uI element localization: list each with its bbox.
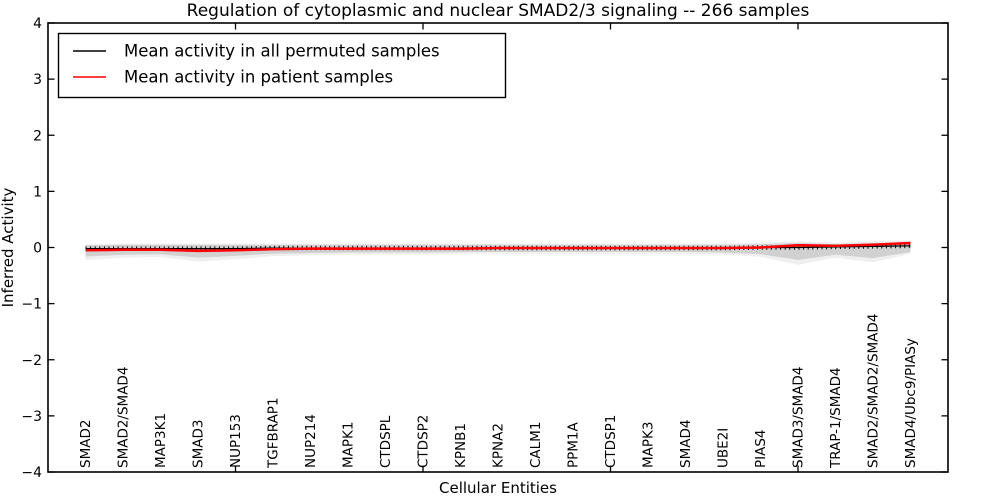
y-tick-label: 2 (33, 128, 42, 144)
x-category-label: TGFBRAP1 (266, 397, 282, 469)
tick-layer (48, 22, 948, 473)
x-category-label: KPNB1 (453, 423, 469, 468)
x-category-label: SMAD4 (678, 420, 694, 468)
line-layer (85, 241, 911, 253)
x-category-label: MAPK3 (641, 422, 657, 468)
x-axis-label: Cellular Entities (439, 479, 557, 497)
x-category-label: MAP3K1 (153, 413, 169, 468)
x-category-label: PPM1A (566, 421, 582, 468)
x-category-label: SMAD2/SMAD2/SMAD4 (866, 314, 882, 468)
x-category-label: SMAD4/Ubc9/PIASy (903, 338, 919, 468)
y-tick-label: 4 (33, 16, 42, 32)
legend-box (57, 32, 507, 99)
x-category-label: NUP214 (303, 414, 319, 468)
x-category-label: SMAD3/SMAD4 (791, 367, 807, 468)
permuted-spread-band-outer (85, 240, 911, 265)
x-category-label: NUP153 (228, 414, 244, 468)
y-tick-label: −1 (21, 297, 42, 313)
y-tick-label: 0 (33, 241, 42, 257)
x-category-label: SMAD2 (78, 420, 94, 468)
x-category-label: TRAP-1/SMAD4 (828, 367, 844, 469)
x-category-label: SMAD2/SMAD4 (116, 367, 132, 468)
y-tick-label: 1 (33, 184, 42, 200)
legend-label-permuted: Mean activity in all permuted samples (124, 42, 440, 61)
y-tick-label: −3 (21, 409, 42, 425)
x-category-label: KPNA2 (491, 423, 507, 468)
x-category-label: MAPK1 (341, 422, 357, 468)
legend-label-patient: Mean activity in patient samples (124, 68, 393, 87)
legend: Mean activity in all permuted samples Me… (57, 32, 507, 99)
permuted-spread-band (85, 242, 911, 260)
band-layer (85, 240, 911, 265)
x-category-label: CTDSP2 (416, 415, 432, 468)
y-tick-label: −4 (21, 465, 42, 481)
patient-mean-line (85, 241, 911, 253)
tick-label-layer: 4 3 2 1 0 −1 −2 −3 −4 SMAD2 SMAD2/SMAD4 MAP3K1 SMAD3… (21, 16, 919, 481)
x-category-label: PIAS4 (753, 429, 769, 468)
x-category-label: CTDSP1 (603, 415, 619, 468)
x-category-label: UBE2I (716, 428, 732, 468)
chart-title: Regulation of cytoplasmic and nuclear SM… (187, 1, 810, 21)
y-tick-label: −2 (21, 353, 42, 369)
x-category-label: SMAD3 (191, 420, 207, 468)
x-category-label: CTDSPL (378, 415, 394, 468)
y-axis-label: Inferred Activity (0, 187, 17, 307)
x-category-label: CALM1 (528, 422, 544, 468)
y-tick-label: 3 (33, 72, 42, 88)
